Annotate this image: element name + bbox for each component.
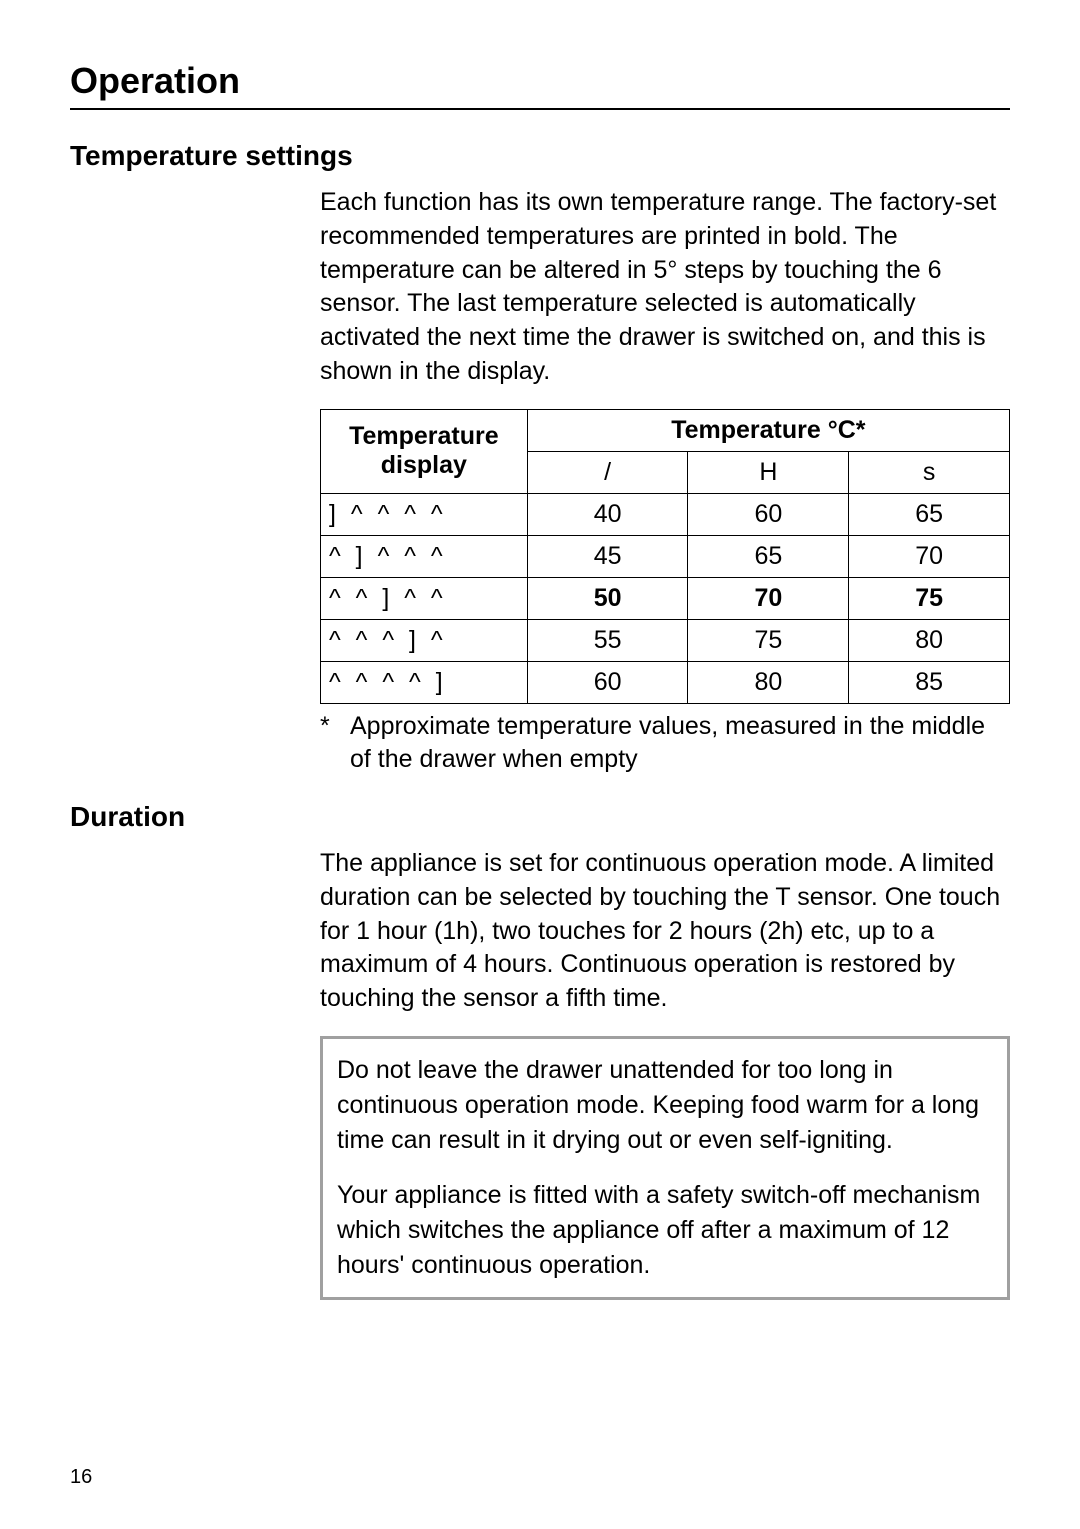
temperature-block: Each function has its own temperature ra…: [320, 186, 1010, 777]
value-cell: 55: [527, 619, 688, 661]
temp-sensor-symbol: 6: [928, 256, 942, 284]
value-cell: 70: [688, 577, 849, 619]
subheader-2: s: [849, 451, 1010, 493]
display-cell: ^ ^ ^ ] ^: [321, 619, 528, 661]
th-temperature-c: Temperature °C*: [527, 409, 1009, 451]
th-temperature-display: Temperature display: [321, 409, 528, 493]
value-cell: 85: [849, 661, 1010, 703]
table-row: ^ ^ ^ ^ ]608085: [321, 661, 1010, 703]
value-cell: 65: [688, 535, 849, 577]
table-row: ^ ^ ] ^ ^507075: [321, 577, 1010, 619]
temp-intro-b: sensor. The last temperature selected is…: [320, 289, 986, 385]
value-cell: 80: [849, 619, 1010, 661]
temperature-settings-heading: Temperature settings: [70, 140, 1010, 172]
value-cell: 80: [688, 661, 849, 703]
value-cell: 75: [688, 619, 849, 661]
temperature-footnote: * Approximate temperature values, measur…: [320, 710, 1010, 778]
temp-intro-a: Each function has its own temperature ra…: [320, 188, 996, 284]
value-cell: 45: [527, 535, 688, 577]
footnote-text: Approximate temperature values, measured…: [350, 710, 1010, 778]
subheader-0: /: [527, 451, 688, 493]
temperature-intro: Each function has its own temperature ra…: [320, 186, 1010, 389]
table-row: ^ ] ^ ^ ^456570: [321, 535, 1010, 577]
caution-p1: Do not leave the drawer unattended for t…: [337, 1053, 993, 1158]
table-row: ] ^ ^ ^ ^406065: [321, 493, 1010, 535]
caution-box: Do not leave the drawer unattended for t…: [320, 1036, 1010, 1300]
value-cell: 65: [849, 493, 1010, 535]
value-cell: 75: [849, 577, 1010, 619]
value-cell: 70: [849, 535, 1010, 577]
manual-page: Operation Temperature settings Each func…: [0, 0, 1080, 1529]
duration-heading: Duration: [70, 801, 1010, 833]
temperature-table: Temperature display Temperature °C* / H …: [320, 409, 1010, 704]
value-cell: 60: [527, 661, 688, 703]
title-rule: [70, 108, 1010, 110]
value-cell: 40: [527, 493, 688, 535]
display-cell: ^ ^ ^ ^ ]: [321, 661, 528, 703]
page-number: 16: [70, 1466, 92, 1489]
display-cell: ^ ] ^ ^ ^: [321, 535, 528, 577]
subheader-1: H: [688, 451, 849, 493]
display-cell: ] ^ ^ ^ ^: [321, 493, 528, 535]
duration-sensor-symbol: T: [775, 883, 790, 911]
section-title: Operation: [70, 60, 1010, 102]
duration-block: The appliance is set for continuous oper…: [320, 847, 1010, 1300]
footnote-star: *: [320, 710, 350, 778]
value-cell: 60: [688, 493, 849, 535]
table-row: ^ ^ ^ ] ^557580: [321, 619, 1010, 661]
duration-intro: The appliance is set for continuous oper…: [320, 847, 1010, 1016]
table-header-row-1: Temperature display Temperature °C*: [321, 409, 1010, 451]
value-cell: 50: [527, 577, 688, 619]
display-cell: ^ ^ ] ^ ^: [321, 577, 528, 619]
caution-p2: Your appliance is fitted with a safety s…: [337, 1178, 993, 1283]
temperature-tbody: ] ^ ^ ^ ^406065^ ] ^ ^ ^456570^ ^ ] ^ ^5…: [321, 493, 1010, 703]
